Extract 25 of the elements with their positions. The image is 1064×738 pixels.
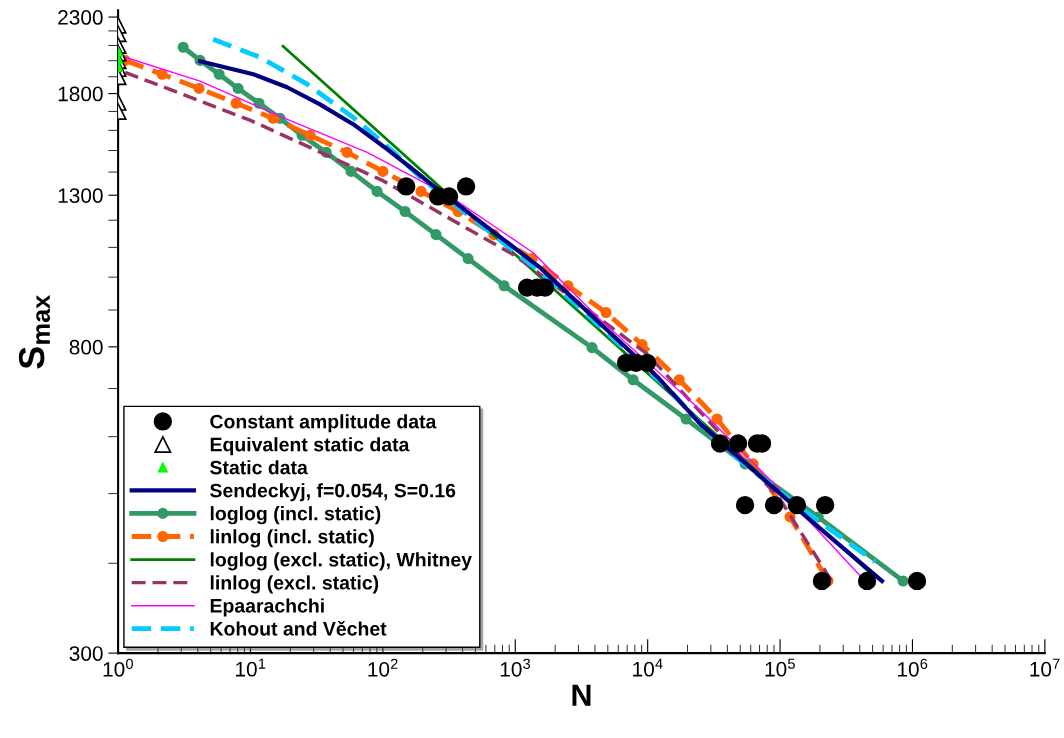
y-tick-label: 800 [69,339,103,355]
y-tick-label: 300 [69,646,103,661]
legend-label: Kohout and Věchet [210,620,387,636]
legend-label: loglog (incl. static) [210,506,381,525]
legend-label: Constant amplitude data [210,414,437,433]
x-tick-label: 10$^{6}$ [898,658,928,677]
x-tick-label: 10$^{3}$ [500,658,531,677]
legend-label: Epaarachchi [210,598,324,617]
x-tick-label: 10$^{4}$ [633,658,663,677]
x-tick-label: 10$^{1}$ [236,658,266,677]
legend-label: linlog (incl. static) [210,529,374,548]
legend-label: linlog (excl. static) [210,575,379,594]
x-tick-label: 10$^{2}$ [368,658,398,677]
x-axis-title: N [572,684,591,706]
legend-label: Static data [210,460,308,475]
legend-label: Sendeckyj, f=0.054, S=0.16 [210,483,456,502]
y-tick-label: 2300 [58,10,103,25]
legend-label: loglog (excl. static), Whitney [210,552,472,571]
y-tick-label: 1800 [58,86,103,102]
y-tick-label: 1300 [58,188,103,203]
x-tick-label: 10$^{5}$ [765,658,795,677]
y-axis-title: S$_{max}$ [18,295,51,369]
x-tick-label: 10$^{7}$ [1030,658,1060,677]
x-tick-label: 10$^{0}$ [103,658,133,677]
legend-label: Equivalent static data [210,437,410,456]
